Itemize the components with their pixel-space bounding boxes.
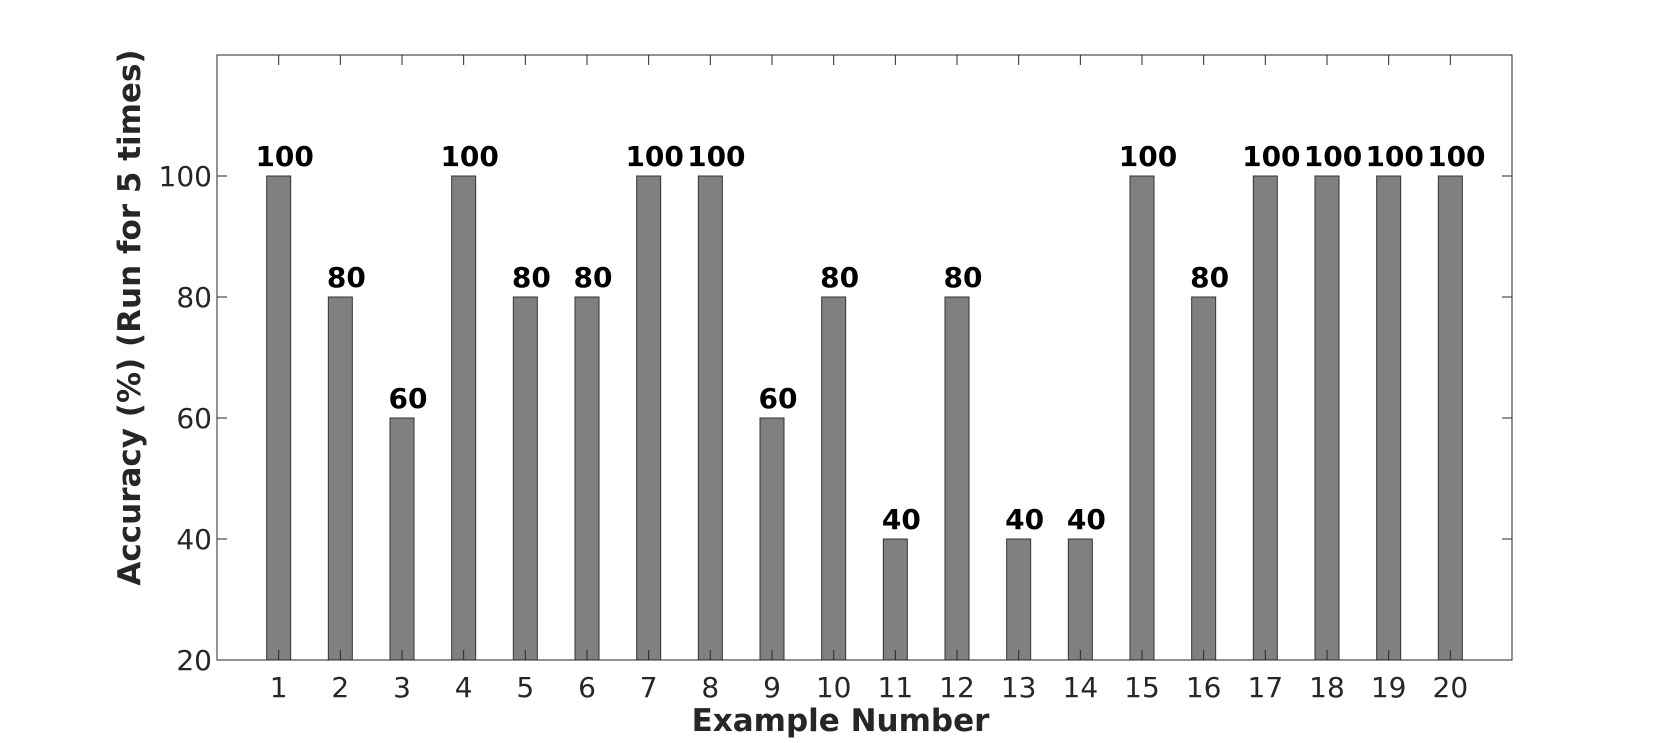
data-label-9: 60	[759, 382, 798, 415]
x-tick-label-17: 17	[1248, 671, 1284, 704]
x-tick-label-9: 9	[763, 671, 781, 704]
data-label-12: 80	[944, 261, 983, 294]
data-label-10: 80	[820, 261, 859, 294]
bar-19	[1376, 175, 1402, 661]
y-tick-label-100: 100	[159, 160, 212, 193]
y-tick-label-80: 80	[176, 281, 212, 314]
data-label-3: 60	[389, 382, 428, 415]
bar-14	[1067, 538, 1093, 661]
bar-10	[821, 296, 847, 661]
data-label-18: 100	[1304, 140, 1362, 173]
x-tick-label-2: 2	[331, 671, 349, 704]
x-axis-ticks: 1 2 3 4 5 6 7 8 9 10 11 12 13 14 15 16 17 18 19 20	[270, 55, 1468, 704]
bar-7	[636, 175, 662, 661]
data-label-13: 40	[1005, 503, 1044, 536]
data-label-1: 100	[255, 140, 313, 173]
x-tick-label-14: 14	[1063, 671, 1099, 704]
data-label-14: 40	[1067, 503, 1106, 536]
data-label-6: 80	[574, 261, 613, 294]
y-axis-ticks: 20 40 60 80 100	[159, 160, 1512, 677]
bar-12	[944, 296, 970, 661]
bar-9	[759, 417, 785, 661]
x-tick-label-16: 16	[1186, 671, 1222, 704]
x-tick-label-19: 19	[1371, 671, 1407, 704]
bar-2	[327, 296, 353, 661]
bar-1	[266, 175, 292, 661]
bar-11	[882, 538, 908, 661]
y-tick-label-40: 40	[176, 523, 212, 556]
x-tick-label-5: 5	[516, 671, 534, 704]
data-label-5: 80	[512, 261, 551, 294]
x-tick-label-7: 7	[640, 671, 658, 704]
x-tick-label-13: 13	[1001, 671, 1037, 704]
data-label-11: 40	[882, 503, 921, 536]
bar-18	[1314, 175, 1340, 661]
bar-13	[1006, 538, 1032, 661]
data-label-17: 100	[1242, 140, 1300, 173]
x-tick-label-1: 1	[270, 671, 288, 704]
x-tick-label-20: 20	[1433, 671, 1469, 704]
y-tick-label-20: 20	[176, 644, 212, 677]
bar-4	[451, 175, 477, 661]
data-label-19: 100	[1365, 140, 1423, 173]
bars-group	[266, 175, 1463, 661]
x-tick-label-8: 8	[701, 671, 719, 704]
x-tick-label-3: 3	[393, 671, 411, 704]
x-tick-label-18: 18	[1309, 671, 1345, 704]
x-tick-label-12: 12	[939, 671, 975, 704]
x-tick-label-6: 6	[578, 671, 596, 704]
data-label-7: 100	[625, 140, 683, 173]
bar-16	[1191, 296, 1217, 661]
plot-area-frame	[216, 54, 1513, 661]
data-label-2: 80	[327, 261, 366, 294]
x-tick-label-4: 4	[455, 671, 473, 704]
y-axis-title: Accuracy (%) (Run for 5 times)	[112, 49, 148, 585]
bar-3	[389, 417, 415, 661]
bar-15	[1129, 175, 1155, 661]
y-tick-label-60: 60	[176, 402, 212, 435]
bar-5	[512, 296, 538, 661]
x-tick-label-15: 15	[1124, 671, 1160, 704]
bar-17	[1252, 175, 1278, 661]
bar-8	[697, 175, 723, 661]
data-label-8: 100	[687, 140, 745, 173]
x-axis-title: Example Number	[692, 703, 991, 739]
x-tick-label-10: 10	[816, 671, 852, 704]
data-label-4: 100	[440, 140, 498, 173]
x-tick-label-11: 11	[878, 671, 914, 704]
data-label-16: 80	[1190, 261, 1229, 294]
bar-6	[574, 296, 600, 661]
data-label-20: 100	[1427, 140, 1485, 173]
bar-20	[1437, 175, 1463, 661]
data-label-15: 100	[1119, 140, 1177, 173]
